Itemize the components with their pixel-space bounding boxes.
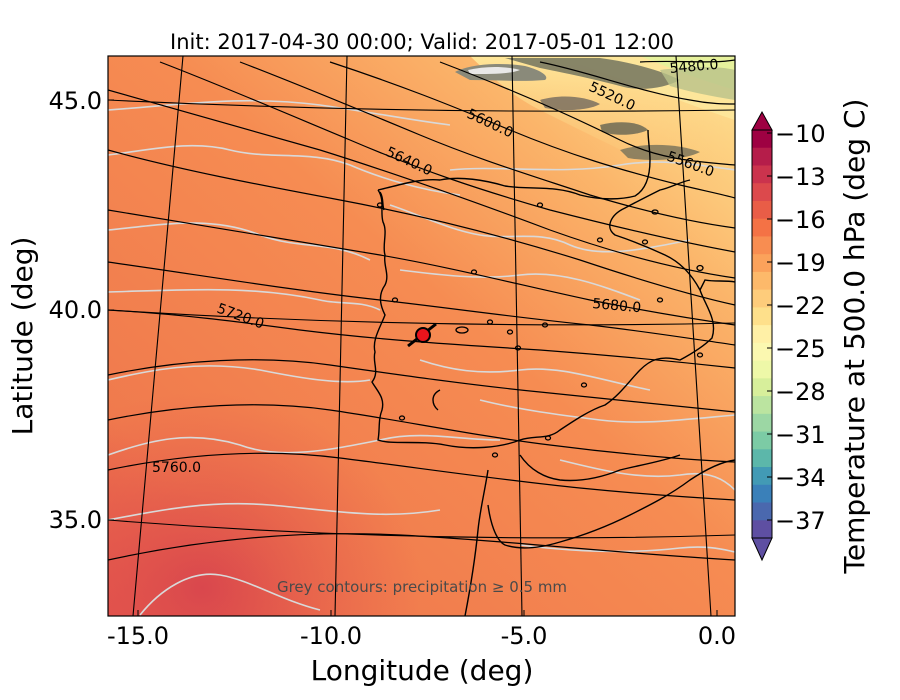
x-axis-label: Longitude (deg) [311,654,534,687]
precipitation-contours [108,99,735,616]
contour-label: 5480.0 [669,57,719,77]
colorbar-segment [752,378,772,397]
colorbar-segment [752,130,772,149]
colorbar-segment [752,467,772,486]
islands [376,202,704,458]
coastlines [371,129,735,616]
colorbar-extend-max [751,110,773,131]
map-title: Init: 2017-04-30 00:00; Valid: 2017-05-0… [170,30,674,54]
colorbar-segment [752,183,772,202]
colorbar-segment [752,165,772,184]
colorbar-segment [752,325,772,344]
x-tick-label: 0.0 [698,622,736,650]
colorbar-segment [752,342,772,362]
colorbar-tick-label: −22 [775,292,826,320]
colorbar-tick-label: −25 [775,335,826,363]
colorbar-tick-label: −13 [775,163,826,191]
precip-note: Grey contours: precipitation ≥ 0.5 mm [277,578,567,596]
y-tick-label: 40.0 [49,296,102,324]
x-tick-label: -10.0 [300,622,362,650]
colorbar-segment [752,271,772,291]
colorbar-tick-label: −34 [775,464,826,492]
colorbar-segment [752,289,772,308]
location-marker [407,322,437,348]
colorbar-segment [752,360,772,379]
colorbar-tick-label: −31 [775,421,826,449]
colorbar-segment [752,254,772,273]
colorbar-tick-label: −10 [775,120,826,148]
colorbar-segment [752,413,772,433]
colorbar-tick-label: −16 [775,206,826,234]
colorbar-segment [752,200,772,220]
y-tick-label: 35.0 [49,506,102,534]
colorbar-segment [752,484,772,504]
colorbar-segment [752,147,772,166]
colorbar-segment [752,449,772,468]
terrain-shading [455,58,735,160]
contour-label: 5760.0 [152,460,201,476]
x-tick-marks [137,610,718,616]
colorbar-segment [752,431,772,450]
y-ticks: 45.0 40.0 35.0 [49,87,102,534]
y-tick-label: 45.0 [49,87,102,115]
contour-label: 5680.0 [592,296,642,316]
map-plot-area: 5480.0 5520.0 5560.0 5600.0 5640.0 5680.… [108,56,735,616]
colorbar-segment [752,307,772,326]
plot-frame [107,55,736,617]
colorbar-tick-label: −37 [775,507,826,535]
colorbar-segment [752,236,772,255]
colorbar [751,110,773,562]
colorbar-ticks: −10 −13 −16 −19 −22 −25 −28 −31 −34 −37 [775,120,826,535]
colorbar-segment [752,520,772,539]
colorbar-extend-min [751,537,773,562]
colorbar-segment [752,502,772,521]
colorbar-frame [751,129,773,539]
x-tick-label: -5.0 [501,622,548,650]
graticule [108,56,735,616]
y-axis-label: Latitude (deg) [6,237,39,436]
colorbar-label: Temperature at 500.0 hPa (deg C) [838,99,871,575]
colorbar-segment [752,218,772,237]
y-tick-marks [108,99,114,521]
colorbar-tick-label: −28 [775,378,826,406]
colorbar-segment [752,396,772,415]
x-tick-label: -15.0 [107,622,169,650]
x-ticks: -15.0 -10.0 -5.0 0.0 [107,622,736,650]
colorbar-tick-label: −19 [775,249,826,277]
